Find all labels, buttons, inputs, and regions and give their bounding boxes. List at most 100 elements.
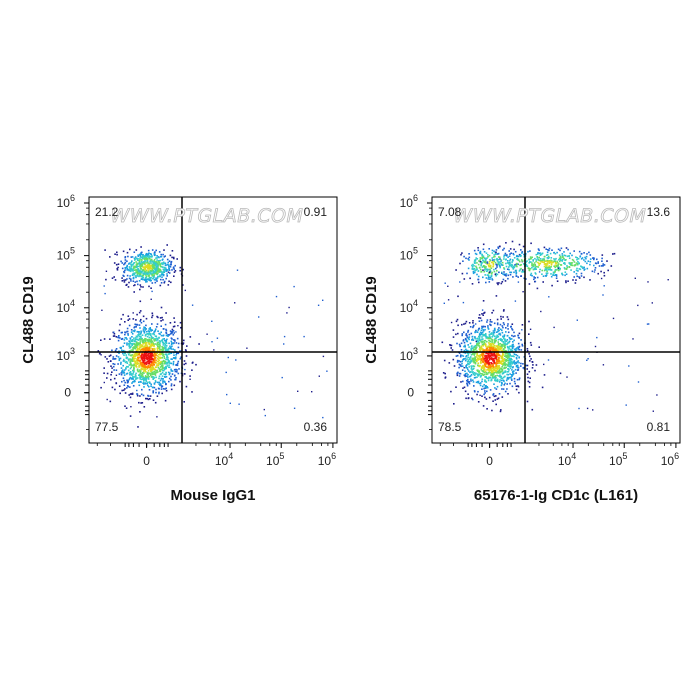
event-dot	[576, 262, 579, 265]
event-dot	[459, 360, 462, 363]
event-dot	[455, 269, 457, 271]
quadrant-label-ll: 77.5	[95, 420, 119, 434]
event-dot	[510, 271, 513, 274]
event-dot	[162, 353, 165, 356]
event-dot	[507, 274, 510, 277]
event-dot	[481, 342, 483, 344]
event-dot	[150, 368, 152, 371]
event-dot	[152, 275, 154, 278]
event-dot	[151, 260, 154, 263]
event-dot	[501, 331, 504, 334]
event-dot	[503, 338, 506, 340]
event-dot	[149, 259, 152, 261]
event-dot	[140, 318, 142, 321]
event-dot	[165, 353, 167, 356]
event-dot	[472, 263, 474, 266]
event-dot	[536, 256, 538, 258]
event-dot	[173, 339, 176, 341]
event-dot	[156, 339, 158, 342]
event-dot	[538, 346, 540, 348]
event-dot	[165, 348, 167, 351]
event-dot	[170, 331, 173, 334]
y-tick-base: 10	[400, 249, 414, 263]
event-dot	[502, 310, 505, 312]
event-dot	[139, 373, 141, 376]
event-dot	[172, 325, 175, 328]
event-dot	[167, 356, 169, 359]
event-dot	[519, 268, 521, 271]
event-dot	[597, 262, 599, 264]
event-dot	[146, 333, 148, 335]
event-dot	[170, 348, 173, 350]
event-dot	[138, 370, 140, 373]
event-dot	[496, 365, 498, 368]
event-dot	[479, 331, 482, 334]
event-dot	[554, 271, 556, 273]
event-dot	[511, 334, 513, 337]
event-dot	[132, 371, 135, 374]
event-dot	[474, 260, 477, 262]
event-dot	[158, 251, 161, 253]
event-dot	[125, 360, 128, 363]
event-dot	[123, 360, 126, 362]
event-dot	[185, 385, 188, 388]
event-dot	[137, 370, 139, 373]
event-dot	[136, 393, 138, 395]
event-dot	[135, 344, 138, 347]
event-dot	[485, 252, 488, 254]
event-dot	[124, 261, 127, 264]
event-dot	[468, 366, 470, 368]
event-dot	[518, 377, 521, 379]
event-dot	[161, 360, 163, 363]
event-dot	[149, 398, 151, 400]
event-dot	[150, 287, 152, 289]
event-dot	[139, 273, 142, 276]
event-dot	[497, 343, 500, 345]
event-dot	[490, 373, 493, 375]
y-tick-exponent: 6	[70, 193, 75, 203]
event-dot	[160, 331, 162, 334]
event-dot	[488, 376, 490, 379]
event-dot	[470, 346, 473, 348]
event-dot	[566, 266, 569, 269]
event-dot	[131, 333, 134, 335]
event-dot	[185, 355, 188, 357]
event-dot	[150, 273, 152, 275]
event-dot	[136, 369, 139, 372]
event-dot	[157, 268, 160, 270]
event-dot	[151, 337, 154, 339]
event-dot	[161, 272, 163, 274]
event-dot	[553, 252, 555, 254]
event-dot	[118, 359, 121, 362]
event-dot	[103, 338, 106, 340]
event-dot	[127, 319, 129, 321]
event-dot	[130, 362, 132, 365]
event-dot	[139, 333, 141, 335]
event-dot	[491, 249, 494, 252]
event-dot	[140, 373, 143, 375]
event-dot	[500, 259, 503, 261]
event-dot	[138, 381, 140, 383]
event-dot	[496, 270, 498, 272]
event-dot	[138, 331, 140, 333]
event-dot	[157, 272, 159, 274]
event-dot	[518, 243, 521, 246]
event-dot	[119, 337, 121, 339]
event-dot	[487, 366, 490, 368]
event-dot	[165, 269, 168, 271]
event-dot	[140, 331, 142, 334]
event-dot	[124, 331, 127, 334]
event-dot	[490, 273, 493, 275]
event-dot	[135, 360, 137, 362]
event-dot	[168, 364, 170, 366]
event-dot	[149, 372, 152, 375]
event-dot	[159, 342, 161, 344]
event-dot	[498, 271, 500, 274]
event-dot	[117, 336, 120, 339]
event-dot	[491, 377, 494, 379]
event-dot	[173, 321, 176, 323]
event-dot	[125, 373, 128, 375]
event-dot	[491, 370, 494, 372]
event-dot	[586, 262, 588, 265]
event-dot	[507, 349, 510, 351]
